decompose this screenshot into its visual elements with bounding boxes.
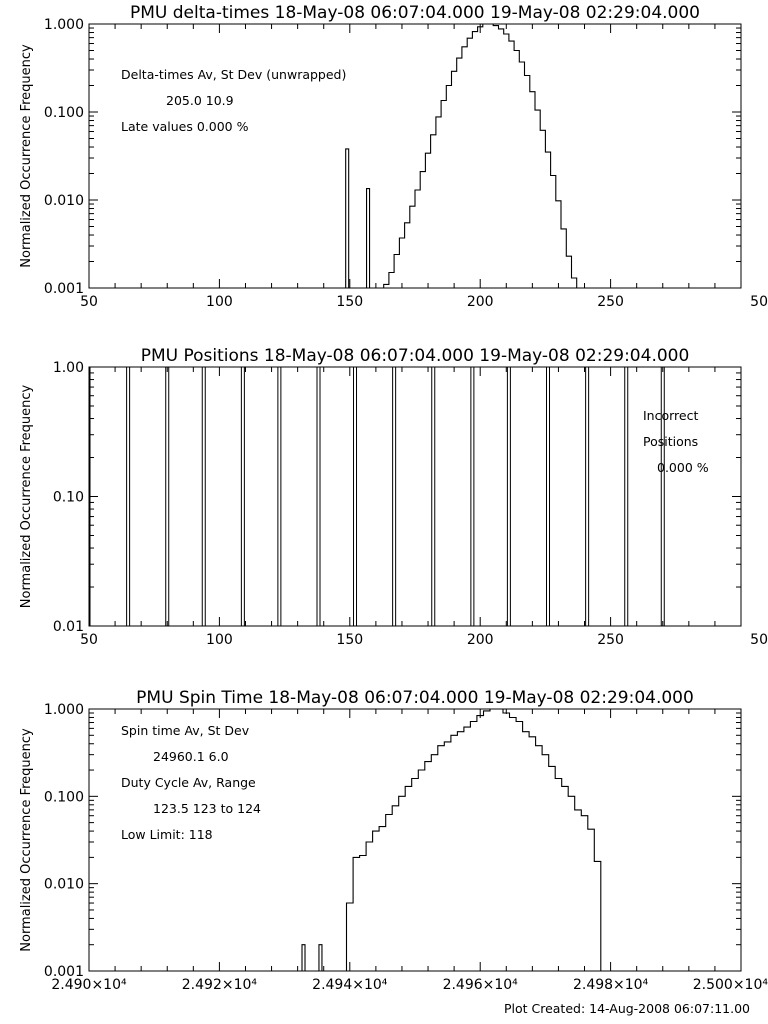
x-tick-label: 50 xyxy=(80,294,98,310)
histogram-spike xyxy=(318,944,323,971)
position-bar xyxy=(470,366,475,627)
position-bar xyxy=(126,366,131,627)
chart-panel-1: PMU delta-times 18-May-08 06:07:04.000 1… xyxy=(19,3,768,310)
x-tick-label: 200 xyxy=(467,632,494,648)
annotation: 0.000 % xyxy=(657,460,709,475)
annotation: Delta-times Av, St Dev (unwrapped) xyxy=(121,67,346,82)
x-tick-label: 50 xyxy=(750,632,768,648)
annotation: Late values 0.000 % xyxy=(121,119,249,134)
annotation: 24960.1 6.0 xyxy=(153,749,229,764)
position-bar xyxy=(431,366,436,627)
annotation: 123.5 123 to 124 xyxy=(153,801,261,816)
position-bar xyxy=(240,366,245,627)
chart-title: PMU Positions 18-May-08 06:07:04.000 19-… xyxy=(141,346,690,366)
histogram-spike xyxy=(366,187,371,288)
annotation: 205.0 10.9 xyxy=(166,93,234,108)
histogram-series xyxy=(383,23,588,289)
annotation: Positions xyxy=(643,434,698,449)
x-tick-label: 150 xyxy=(336,294,363,310)
y-tick-label: 1.00 xyxy=(53,360,84,376)
plot-frame xyxy=(88,23,742,289)
annotation: Duty Cycle Av, Range xyxy=(121,775,256,790)
histogram-spike xyxy=(345,148,350,288)
y-tick-label: 0.01 xyxy=(53,619,84,635)
position-bar xyxy=(165,366,170,627)
x-tick-label: 100 xyxy=(206,632,233,648)
chart-panel-2: PMU Positions 18-May-08 06:07:04.000 19-… xyxy=(19,346,768,648)
x-tick-label: 250 xyxy=(597,294,624,310)
position-bar xyxy=(624,366,629,627)
y-tick-label: 0.100 xyxy=(44,105,84,121)
x-tick-label: 50 xyxy=(750,294,768,310)
position-bar xyxy=(353,366,358,627)
y-tick-label: 0.100 xyxy=(44,789,84,805)
x-tick-label: 2.500×10⁴ xyxy=(693,977,768,993)
annotation: Low Limit: 118 xyxy=(121,827,213,842)
x-tick-label: 2.490×10⁴ xyxy=(51,977,127,993)
annotation: Spin time Av, St Dev xyxy=(121,723,250,738)
x-tick-label: 200 xyxy=(467,294,494,310)
x-tick-label: 100 xyxy=(206,294,233,310)
y-tick-label: 0.010 xyxy=(44,877,84,893)
chart-panel-3: PMU Spin Time 18-May-08 06:07:04.000 19-… xyxy=(19,688,768,993)
position-bar xyxy=(316,366,321,627)
chart-title: PMU Spin Time 18-May-08 06:07:04.000 19-… xyxy=(136,688,694,708)
histogram-spike xyxy=(301,944,306,971)
x-tick-label: 250 xyxy=(597,632,624,648)
position-bar xyxy=(506,366,511,627)
chart-title: PMU delta-times 18-May-08 06:07:04.000 1… xyxy=(130,3,700,23)
y-tick-label: 0.001 xyxy=(44,281,84,297)
annotation: Incorrect xyxy=(643,408,698,423)
x-tick-label: 2.494×10⁴ xyxy=(312,977,388,993)
histogram-series xyxy=(345,708,602,971)
x-tick-label: 2.498×10⁴ xyxy=(573,977,649,993)
x-tick-label: 2.496×10⁴ xyxy=(443,977,519,993)
x-tick-label: 2.492×10⁴ xyxy=(182,977,258,993)
position-bar xyxy=(392,366,397,627)
y-tick-label: 0.010 xyxy=(44,193,84,209)
y-axis-label: Normalized Occurrence Frequency xyxy=(19,728,34,952)
position-bar xyxy=(546,366,551,627)
y-axis-label: Normalized Occurrence Frequency xyxy=(19,44,34,268)
x-tick-label: 50 xyxy=(80,632,98,648)
y-tick-label: 0.001 xyxy=(44,964,84,980)
y-tick-label: 1.000 xyxy=(44,17,84,33)
position-bar xyxy=(201,366,206,627)
x-tick-label: 150 xyxy=(336,632,363,648)
position-bar xyxy=(660,366,665,627)
plot-created-footer: Plot Created: 14-Aug-2008 06:07:11.00 xyxy=(504,1001,750,1016)
position-bar xyxy=(585,366,590,627)
y-tick-label: 1.000 xyxy=(44,702,84,718)
plot-frame xyxy=(88,366,742,627)
y-axis-label: Normalized Occurrence Frequency xyxy=(19,384,34,608)
y-tick-label: 0.10 xyxy=(53,490,84,506)
position-bar xyxy=(277,366,282,627)
plot-frame xyxy=(88,708,742,972)
